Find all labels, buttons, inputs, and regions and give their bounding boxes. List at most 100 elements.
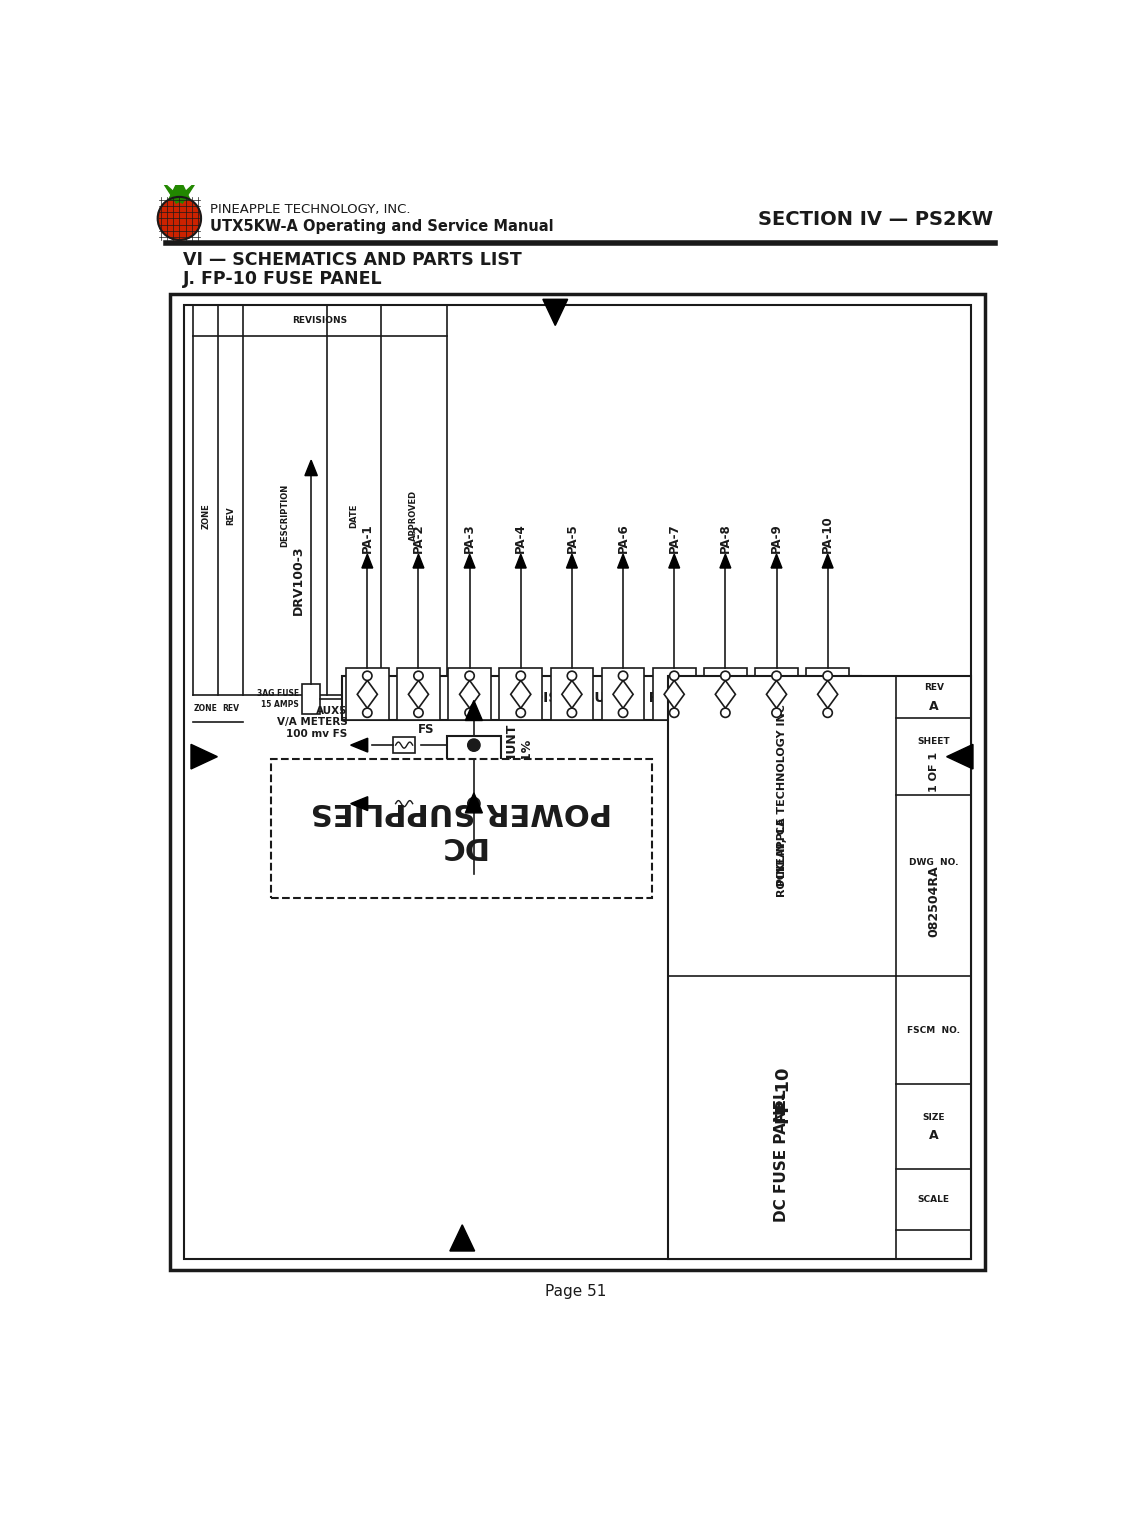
- Polygon shape: [358, 680, 377, 707]
- Text: UTX5KW-A Operating and Service Manual: UTX5KW-A Operating and Service Manual: [210, 218, 554, 234]
- Polygon shape: [465, 554, 475, 568]
- Text: 80A: 80A: [411, 691, 426, 697]
- Text: REVISIONS: REVISIONS: [292, 317, 348, 326]
- Bar: [271, 758, 652, 898]
- Polygon shape: [561, 680, 582, 707]
- Text: ZONE: ZONE: [201, 503, 210, 529]
- Circle shape: [516, 671, 525, 680]
- Text: 31 VDC: 31 VDC: [478, 820, 492, 867]
- Text: 3AG FUSE
15 AMPS: 3AG FUSE 15 AMPS: [256, 689, 299, 709]
- Circle shape: [669, 671, 678, 680]
- Bar: [394, 797, 415, 812]
- Text: REV: REV: [222, 704, 238, 714]
- Text: 082504RA: 082504RA: [927, 866, 940, 937]
- Bar: [342, 675, 862, 720]
- Text: 80A: 80A: [820, 691, 835, 697]
- Text: VI — SCHEMATICS AND PARTS LIST: VI — SCHEMATICS AND PARTS LIST: [183, 251, 522, 269]
- Polygon shape: [459, 680, 479, 707]
- Polygon shape: [413, 554, 424, 568]
- Polygon shape: [169, 178, 190, 200]
- Text: DWG  NO.: DWG NO.: [909, 858, 958, 867]
- Text: 80A: 80A: [770, 691, 784, 697]
- Bar: [302, 684, 321, 714]
- Text: PA-10: PA-10: [821, 515, 834, 552]
- Text: 1 OF 1: 1 OF 1: [929, 752, 939, 792]
- Text: REV: REV: [924, 683, 944, 692]
- Text: 80A: 80A: [462, 691, 477, 697]
- Bar: [346, 667, 388, 720]
- Text: METER SHUNT
1000A 1%: METER SHUNT 1000A 1%: [505, 724, 533, 824]
- Bar: [170, 294, 986, 1270]
- Text: FUSE: FUSE: [871, 681, 881, 714]
- Text: FSCM  NO.: FSCM NO.: [908, 1026, 961, 1035]
- Circle shape: [465, 671, 475, 680]
- Circle shape: [414, 707, 423, 717]
- Bar: [184, 306, 971, 1258]
- Bar: [447, 735, 501, 814]
- Text: PA-9: PA-9: [770, 523, 783, 552]
- Text: DATE: DATE: [349, 503, 358, 528]
- Text: REV: REV: [226, 506, 235, 524]
- Bar: [667, 675, 971, 1258]
- Polygon shape: [351, 738, 368, 752]
- Polygon shape: [466, 794, 483, 814]
- Polygon shape: [177, 181, 197, 203]
- Text: 3AG 1A: 3AG 1A: [382, 815, 425, 824]
- Bar: [807, 667, 849, 720]
- Circle shape: [158, 197, 201, 240]
- Text: APPROVED: APPROVED: [410, 491, 418, 541]
- Circle shape: [567, 707, 577, 717]
- Polygon shape: [543, 300, 568, 326]
- Bar: [550, 667, 593, 720]
- Bar: [394, 737, 415, 752]
- Circle shape: [721, 707, 730, 717]
- Text: PA-7: PA-7: [668, 523, 681, 552]
- Bar: [755, 667, 798, 720]
- Polygon shape: [362, 554, 372, 568]
- Circle shape: [468, 738, 480, 751]
- Polygon shape: [466, 700, 483, 720]
- Bar: [652, 667, 695, 720]
- Text: Page 51: Page 51: [546, 1284, 606, 1300]
- Text: FS: FS: [417, 723, 434, 735]
- Circle shape: [414, 671, 423, 680]
- Polygon shape: [618, 554, 629, 568]
- Bar: [397, 667, 440, 720]
- Circle shape: [516, 707, 525, 717]
- Polygon shape: [567, 554, 577, 568]
- Polygon shape: [613, 680, 633, 707]
- Text: PA-1: PA-1: [361, 523, 374, 552]
- Text: PINEAPPLE TECHNOLOGY INC: PINEAPPLE TECHNOLOGY INC: [777, 704, 787, 886]
- Text: 80A: 80A: [513, 691, 529, 697]
- Text: PA-3: PA-3: [464, 523, 476, 552]
- Circle shape: [362, 671, 372, 680]
- Text: 80A: 80A: [615, 691, 631, 697]
- Polygon shape: [450, 1224, 475, 1250]
- Text: 80A: 80A: [718, 691, 732, 697]
- Text: PA-8: PA-8: [719, 523, 732, 552]
- Text: PA-5: PA-5: [566, 523, 578, 552]
- Text: A: A: [929, 1129, 938, 1143]
- Circle shape: [465, 707, 475, 717]
- Polygon shape: [515, 554, 526, 568]
- Polygon shape: [511, 680, 531, 707]
- Polygon shape: [818, 680, 838, 707]
- Text: J. FP-10 FUSE PANEL: J. FP-10 FUSE PANEL: [183, 269, 382, 288]
- Text: DC DISTRIBUTION PANEL: DC DISTRIBUTION PANEL: [505, 691, 699, 704]
- Polygon shape: [668, 554, 680, 568]
- Circle shape: [772, 671, 781, 680]
- Polygon shape: [408, 680, 429, 707]
- Polygon shape: [162, 181, 182, 203]
- Text: 80A: 80A: [565, 691, 579, 697]
- Text: SECTION IV — PS2KW: SECTION IV — PS2KW: [758, 211, 993, 229]
- Polygon shape: [946, 744, 973, 769]
- Circle shape: [619, 671, 628, 680]
- Text: DRV100-3: DRV100-3: [291, 544, 305, 615]
- Text: PA-6: PA-6: [616, 523, 630, 552]
- Text: 80A: 80A: [667, 691, 682, 697]
- Circle shape: [824, 707, 832, 717]
- Polygon shape: [191, 744, 217, 769]
- Text: AUX5
V/A METERS
100 mv FS: AUX5 V/A METERS 100 mv FS: [277, 706, 348, 738]
- Text: ROCKLIN, CA: ROCKLIN, CA: [777, 817, 787, 897]
- Circle shape: [721, 671, 730, 680]
